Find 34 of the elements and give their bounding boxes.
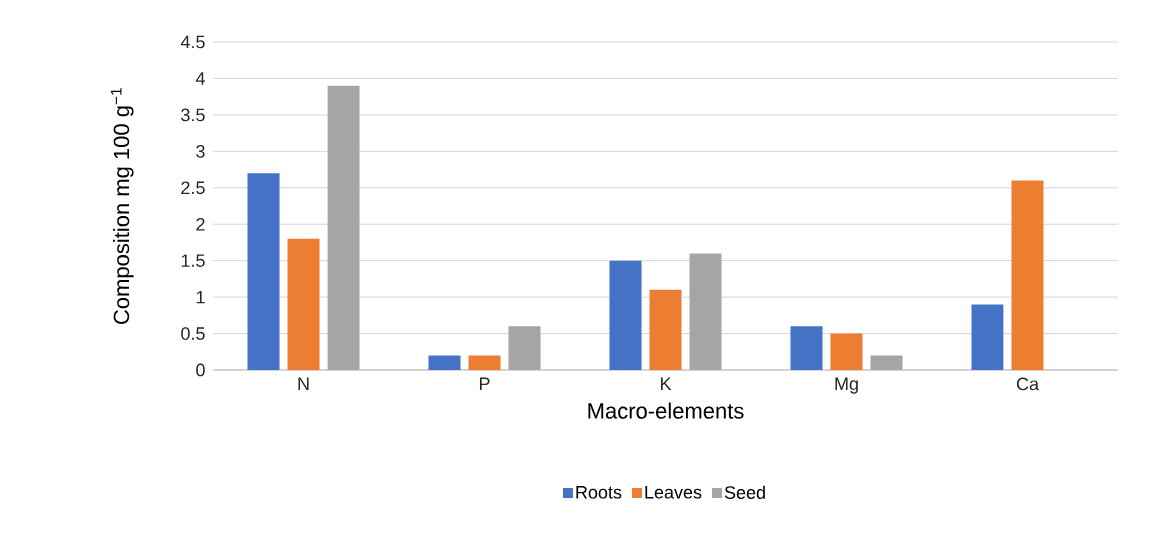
y-axis-title: Composition mg 100 g$^{−1}$: [110, 88, 134, 324]
y-tick-label: 2.5: [181, 181, 205, 195]
bar: [870, 355, 903, 370]
y-tick-label: 3: [196, 144, 205, 158]
bar: [508, 326, 541, 370]
y-tick-label: 4.5: [180, 35, 205, 49]
x-tick-label: N: [298, 377, 309, 390]
y-tick-label: 0.5: [181, 327, 205, 340]
x-tick-label: K: [660, 377, 672, 390]
bar: [287, 238, 320, 370]
x-tick-label: Ca: [1016, 377, 1040, 391]
bar: [689, 253, 722, 370]
y-tick-label: 1: [196, 290, 205, 304]
x-tick-label: Mg: [835, 377, 858, 394]
bar: [649, 289, 682, 370]
bar: [327, 85, 360, 370]
bar: [247, 173, 280, 370]
bar: [609, 260, 642, 370]
x-tick-label: P: [479, 377, 490, 390]
y-tick-label: 2: [196, 217, 205, 231]
bar: [971, 304, 1004, 370]
bar: [790, 326, 823, 370]
y-tick-label: 4: [195, 72, 205, 85]
bar: [428, 355, 461, 370]
bar: [1011, 180, 1044, 370]
legend-label: Seed: [724, 485, 765, 499]
y-tick-label: 0: [196, 363, 205, 377]
bar: [830, 333, 863, 370]
legend-label: Roots: [576, 486, 622, 499]
legend-label: Leaves: [645, 486, 702, 499]
y-tick-label: 1.5: [181, 254, 205, 267]
x-axis-title: Macro-elements: [588, 402, 744, 419]
y-tick-label: 3.5: [181, 108, 205, 122]
bar: [468, 355, 501, 370]
